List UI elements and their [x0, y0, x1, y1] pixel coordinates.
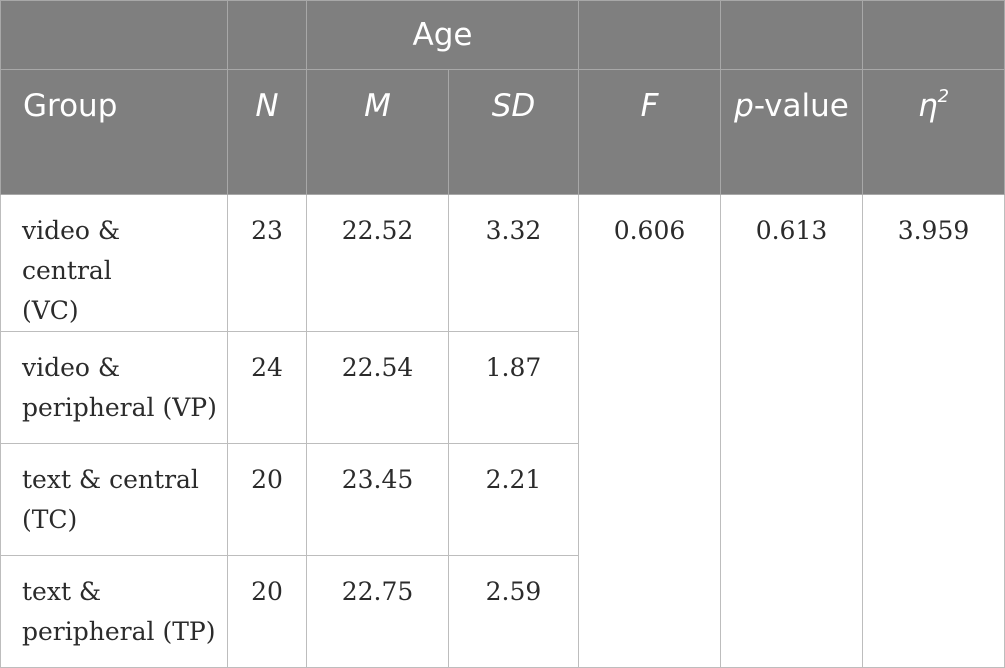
eta-squared-cell: 3.959 — [862, 194, 1005, 668]
header-empty-f — [578, 0, 721, 70]
p-value-cell: 0.613 — [720, 194, 863, 668]
group-cell: video & peripheral (VP) — [0, 331, 228, 444]
header-p-label: p — [734, 88, 754, 124]
group-label-line2: (TC) — [22, 505, 78, 534]
table-row: video & peripheral (VP) 24 22.54 1.87 — [0, 331, 1005, 444]
header-empty-eta — [862, 0, 1005, 70]
table-body: video & central (VC) 23 22.52 3.32 0.606… — [0, 194, 1005, 668]
header-f: F — [578, 69, 721, 195]
header-p-value: p-value — [720, 69, 863, 195]
header-empty-group — [0, 0, 228, 70]
sd-cell: 3.32 — [448, 194, 579, 332]
sd-cell: 1.87 — [448, 331, 579, 444]
header-row-top: Age — [0, 0, 1005, 70]
group-cell: video & central (VC) — [0, 194, 228, 332]
header-empty-p — [720, 0, 863, 70]
header-eta-sup: 2 — [937, 86, 950, 107]
sd-cell: 2.59 — [448, 555, 579, 668]
group-label-line2: peripheral (TP) — [22, 617, 216, 646]
header-eta-label: η — [917, 88, 938, 124]
header-age: Age — [306, 0, 579, 70]
group-cell: text & central (TC) — [0, 443, 228, 556]
f-cell: 0.606 — [578, 194, 721, 668]
group-label-line1: text & central — [22, 465, 199, 494]
group-label-line1: video & — [22, 353, 121, 382]
table-header: Age Group N M SD F p-value η2 — [0, 0, 1005, 195]
header-sd-label: SD — [491, 88, 536, 124]
header-sd: SD — [448, 69, 579, 195]
header-p-suffix: -value — [753, 88, 849, 124]
header-f-label: F — [640, 88, 659, 124]
n-cell: 20 — [227, 555, 307, 668]
sd-cell: 2.21 — [448, 443, 579, 556]
table-row: video & central (VC) 23 22.52 3.32 0.606… — [0, 194, 1005, 668]
mean-cell: 22.75 — [306, 555, 449, 668]
mean-cell: 22.52 — [306, 194, 449, 332]
n-cell: 23 — [227, 194, 307, 332]
header-empty-n — [227, 0, 307, 70]
group-cell: text & peripheral (TP) — [0, 555, 228, 668]
header-row-columns: Group N M SD F p-value η2 — [0, 69, 1005, 195]
header-n: N — [227, 69, 307, 195]
mean-cell: 22.54 — [306, 331, 449, 444]
header-n-label: N — [255, 88, 279, 124]
group-label-line1: video & central — [22, 216, 121, 285]
header-eta-squared: η2 — [862, 69, 1005, 195]
n-cell: 24 — [227, 331, 307, 444]
group-label-line2: (VC) — [22, 296, 79, 325]
header-group: Group — [0, 69, 228, 195]
table-row: text & central (TC) 20 23.45 2.21 — [0, 443, 1005, 556]
group-label-line1: text & — [22, 577, 102, 606]
header-m-label: M — [364, 88, 391, 124]
header-m: M — [306, 69, 449, 195]
n-cell: 20 — [227, 443, 307, 556]
mean-cell: 23.45 — [306, 443, 449, 556]
group-label-line2: peripheral (VP) — [22, 393, 217, 422]
